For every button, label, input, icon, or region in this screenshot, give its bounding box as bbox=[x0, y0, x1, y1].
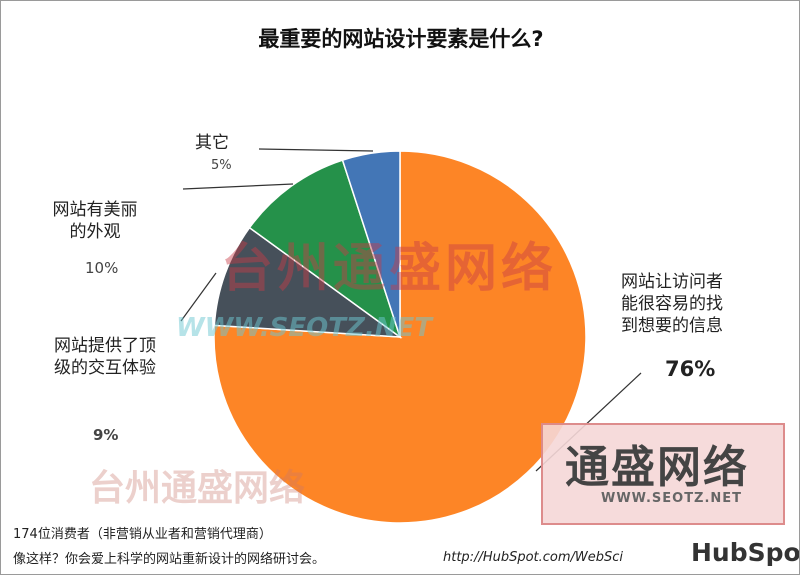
watermark-url: WWW.SEOTZ.NET bbox=[176, 313, 432, 343]
watermark-box-cn: 通盛网络 bbox=[565, 442, 749, 493]
label-beautiful: 网站有美丽的外观 bbox=[52, 200, 138, 242]
leader-line-2 bbox=[180, 272, 217, 322]
chart-title: 最重要的网站设计要素是什么? bbox=[258, 27, 544, 51]
leader-line-1 bbox=[182, 183, 294, 190]
pct-interaction: 9% bbox=[93, 426, 119, 444]
footer-sample: 174位消费者（非营销从业者和营销代理商） bbox=[13, 527, 272, 542]
label-other: 其它 bbox=[195, 133, 229, 153]
footer-note: 像这样？你会爱上科学的网站重新设计的网络研讨会。 bbox=[13, 552, 326, 567]
watermark-box: 通盛网络 WWW.SEOTZ.NET bbox=[541, 423, 785, 525]
label-interaction: 网站提供了顶级的交互体验 bbox=[54, 336, 156, 378]
pct-beautiful: 10% bbox=[85, 259, 119, 277]
pct-other: 5% bbox=[211, 158, 232, 173]
label-findinfo: 网站让访问者能很容易的找到想要的信息 bbox=[621, 272, 723, 336]
pct-findinfo: 76% bbox=[665, 357, 716, 381]
pie-slice-2 bbox=[248, 159, 402, 339]
pie-slice-1 bbox=[213, 226, 403, 338]
watermark-cn-2: 台州通盛网络 bbox=[89, 468, 306, 509]
watermark-box-url: WWW.SEOTZ.NET bbox=[601, 491, 743, 506]
footer-url[interactable]: http://HubSpot.com/WebSci bbox=[443, 550, 624, 565]
pie-slice-3 bbox=[341, 150, 401, 338]
watermark-cn: 台州通盛网络 bbox=[221, 239, 558, 299]
hubspot-logo: HubSpot bbox=[691, 538, 800, 567]
leader-line-0 bbox=[258, 148, 374, 152]
